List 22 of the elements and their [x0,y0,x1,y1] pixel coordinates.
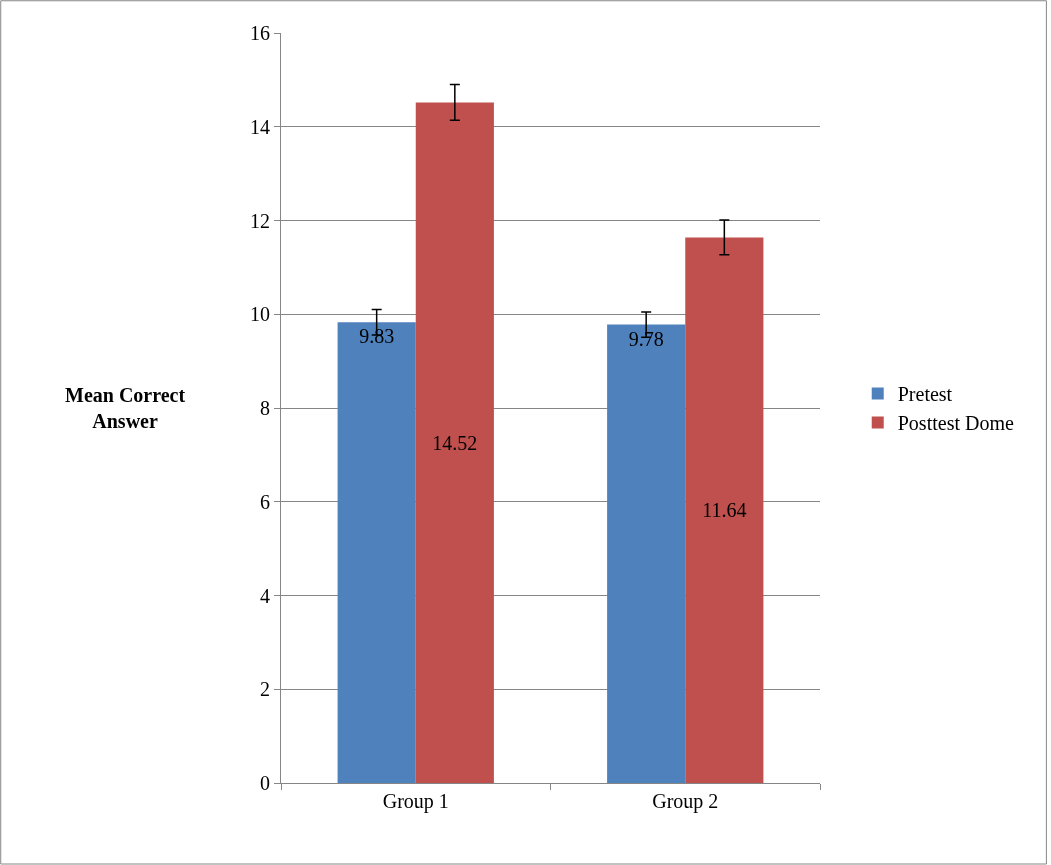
y-tick-label: 4 [260,584,270,607]
legend-label: Posttest Dome [897,412,1014,435]
y-tick-label: 16 [250,22,270,44]
bar [415,102,494,783]
data-label: 14.52 [432,431,478,454]
bar [337,322,416,783]
x-tick-label: Group 2 [652,790,719,813]
data-label: 9.83 [359,325,395,348]
y-tick-label: 14 [250,115,270,138]
y-tick-label: 10 [250,303,270,326]
x-tick-label: Group 1 [382,790,449,813]
y-tick-label: 2 [260,678,270,701]
y-tick-label: 6 [260,490,270,513]
y-tick-label: 8 [260,397,270,419]
legend-label: Pretest [897,383,953,406]
y-tick-label: 0 [260,772,270,794]
data-label: 9.78 [628,327,664,350]
y-axis-title: Mean Correct Answer [65,384,186,432]
bar [607,324,686,783]
data-label: 11.64 [702,499,747,522]
y-tick-label: 12 [250,209,270,232]
bar [685,237,764,783]
